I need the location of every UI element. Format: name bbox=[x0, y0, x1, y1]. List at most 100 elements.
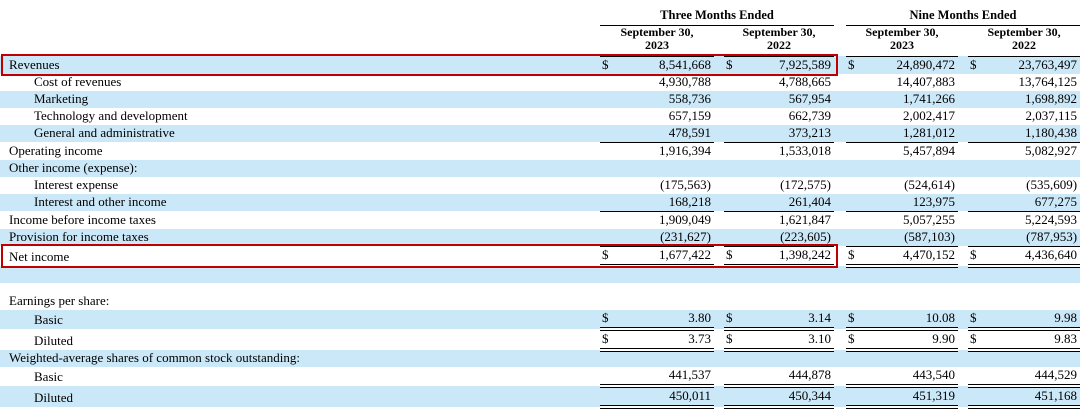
column-gap bbox=[834, 177, 846, 194]
table-row: Other income (expense): bbox=[0, 159, 1080, 177]
table-row: Marketing 558,736 567,954 1,741,266 1,698,89… bbox=[0, 90, 1080, 108]
value-cell bbox=[860, 159, 959, 177]
currency-symbol bbox=[600, 211, 614, 229]
row-label: Net income bbox=[9, 248, 70, 264]
row-label: Marketing bbox=[0, 90, 600, 108]
column-gap bbox=[958, 265, 969, 283]
value-cell bbox=[614, 265, 714, 283]
currency-symbol bbox=[724, 74, 738, 91]
currency-symbol bbox=[724, 385, 738, 409]
value-cell: 677,275 bbox=[982, 193, 1080, 212]
value-cell bbox=[982, 349, 1080, 367]
currency-symbol bbox=[968, 177, 982, 194]
value-cell: 1,180,438 bbox=[982, 124, 1080, 143]
column-gap bbox=[714, 246, 724, 266]
currency-symbol bbox=[724, 366, 738, 388]
currency-symbol bbox=[724, 211, 738, 229]
value-cell: 657,159 bbox=[668, 107, 711, 123]
value-cell: (223,605) bbox=[738, 228, 835, 247]
value-cell bbox=[982, 159, 1080, 177]
currency-symbol bbox=[600, 124, 614, 143]
currency-symbol bbox=[968, 366, 983, 388]
column-gap bbox=[714, 265, 724, 283]
currency-symbol bbox=[600, 193, 614, 212]
value-cell: 1,916,394 bbox=[659, 142, 711, 158]
currency-symbol bbox=[846, 349, 861, 367]
row-label: Interest expense bbox=[34, 176, 119, 192]
column-gap bbox=[714, 90, 724, 108]
table-row: Technology and development 657,159 662,739… bbox=[0, 108, 1080, 125]
value-cell bbox=[982, 293, 1080, 310]
value-cell: 1,281,012 bbox=[860, 124, 959, 143]
value-cell bbox=[614, 293, 714, 310]
column-gap bbox=[958, 246, 968, 266]
column-gap bbox=[834, 124, 847, 143]
currency-symbol: $ bbox=[724, 309, 738, 331]
column-gap bbox=[958, 159, 969, 177]
currency-symbol: $ bbox=[968, 246, 983, 268]
column-gap bbox=[714, 283, 724, 293]
row-label: General and administrative bbox=[0, 124, 600, 143]
column-gap bbox=[714, 74, 724, 91]
column-gap bbox=[714, 367, 724, 386]
column-gap bbox=[714, 293, 724, 310]
value-cell: 478,591 bbox=[614, 124, 714, 143]
column-gap bbox=[958, 108, 968, 125]
currency-symbol bbox=[968, 265, 983, 283]
currency-symbol: $ bbox=[846, 56, 861, 74]
value-cell: 3.80 bbox=[614, 309, 714, 331]
currency-symbol bbox=[724, 265, 738, 283]
value-cell: 261,404 bbox=[738, 193, 835, 212]
table-row: Basic $3.80 $3.14 $10.08 $9.98 bbox=[0, 309, 1080, 331]
value-cell: 10.08 bbox=[860, 309, 959, 331]
value-cell: 1,621,847 bbox=[779, 211, 832, 227]
currency-symbol: $ bbox=[724, 56, 738, 74]
value-cell: 444,529 bbox=[982, 366, 1080, 388]
currency-symbol bbox=[600, 177, 614, 194]
currency-symbol bbox=[846, 228, 861, 247]
column-gap bbox=[958, 228, 969, 247]
currency-symbol bbox=[724, 349, 738, 367]
value-cell bbox=[738, 159, 835, 177]
row-label: Operating income bbox=[9, 142, 103, 158]
column-gap bbox=[714, 159, 724, 177]
currency-symbol: $ bbox=[968, 328, 983, 352]
currency-symbol: $ bbox=[724, 246, 738, 268]
value-cell: 567,954 bbox=[738, 90, 835, 108]
currency-symbol: $ bbox=[846, 328, 861, 352]
column-gap bbox=[958, 293, 968, 310]
column-gap bbox=[958, 385, 969, 407]
table-row: Net income $1,677,422 $1,398,242 $4,470,152… bbox=[0, 246, 1080, 268]
column-gap bbox=[834, 228, 847, 247]
currency-symbol bbox=[846, 265, 861, 283]
column-gap bbox=[958, 193, 969, 212]
row-label: Basic bbox=[34, 368, 63, 384]
currency-symbol bbox=[968, 124, 983, 143]
row-label: Other income (expense): bbox=[0, 159, 600, 177]
column-gap bbox=[834, 159, 847, 177]
table-row: Revenues $8,541,668 $7,925,589 $24,890,472 $… bbox=[0, 56, 1080, 74]
column-gap bbox=[834, 108, 846, 125]
value-cell bbox=[614, 349, 714, 367]
currency-symbol bbox=[724, 283, 738, 293]
value-cell: (535,609) bbox=[1026, 176, 1078, 192]
currency-symbol bbox=[846, 193, 861, 212]
table-row: Weighted-average shares of common stock … bbox=[0, 349, 1080, 367]
currency-symbol: $ bbox=[724, 328, 738, 352]
currency-symbol bbox=[846, 124, 861, 143]
column-gap bbox=[834, 329, 846, 350]
group-header-row: Three Months Ended Nine Months Ended bbox=[0, 8, 1080, 26]
value-cell: 5,457,894 bbox=[903, 142, 956, 158]
currency-symbol bbox=[968, 228, 983, 247]
date-header-row: September 30, 2023 September 30, 2022 Se… bbox=[0, 25, 1080, 57]
column-gap bbox=[714, 124, 724, 143]
value-cell bbox=[860, 265, 959, 283]
row-label: Revenues bbox=[0, 56, 600, 74]
value-cell: 5,082,927 bbox=[1025, 142, 1078, 158]
value-cell: 558,736 bbox=[614, 90, 714, 108]
currency-symbol bbox=[600, 90, 614, 108]
row-label: Provision for income taxes bbox=[0, 228, 600, 247]
value-cell bbox=[860, 293, 958, 310]
table-row: Cost of revenues 4,930,788 4,788,665 14,407… bbox=[0, 74, 1080, 91]
